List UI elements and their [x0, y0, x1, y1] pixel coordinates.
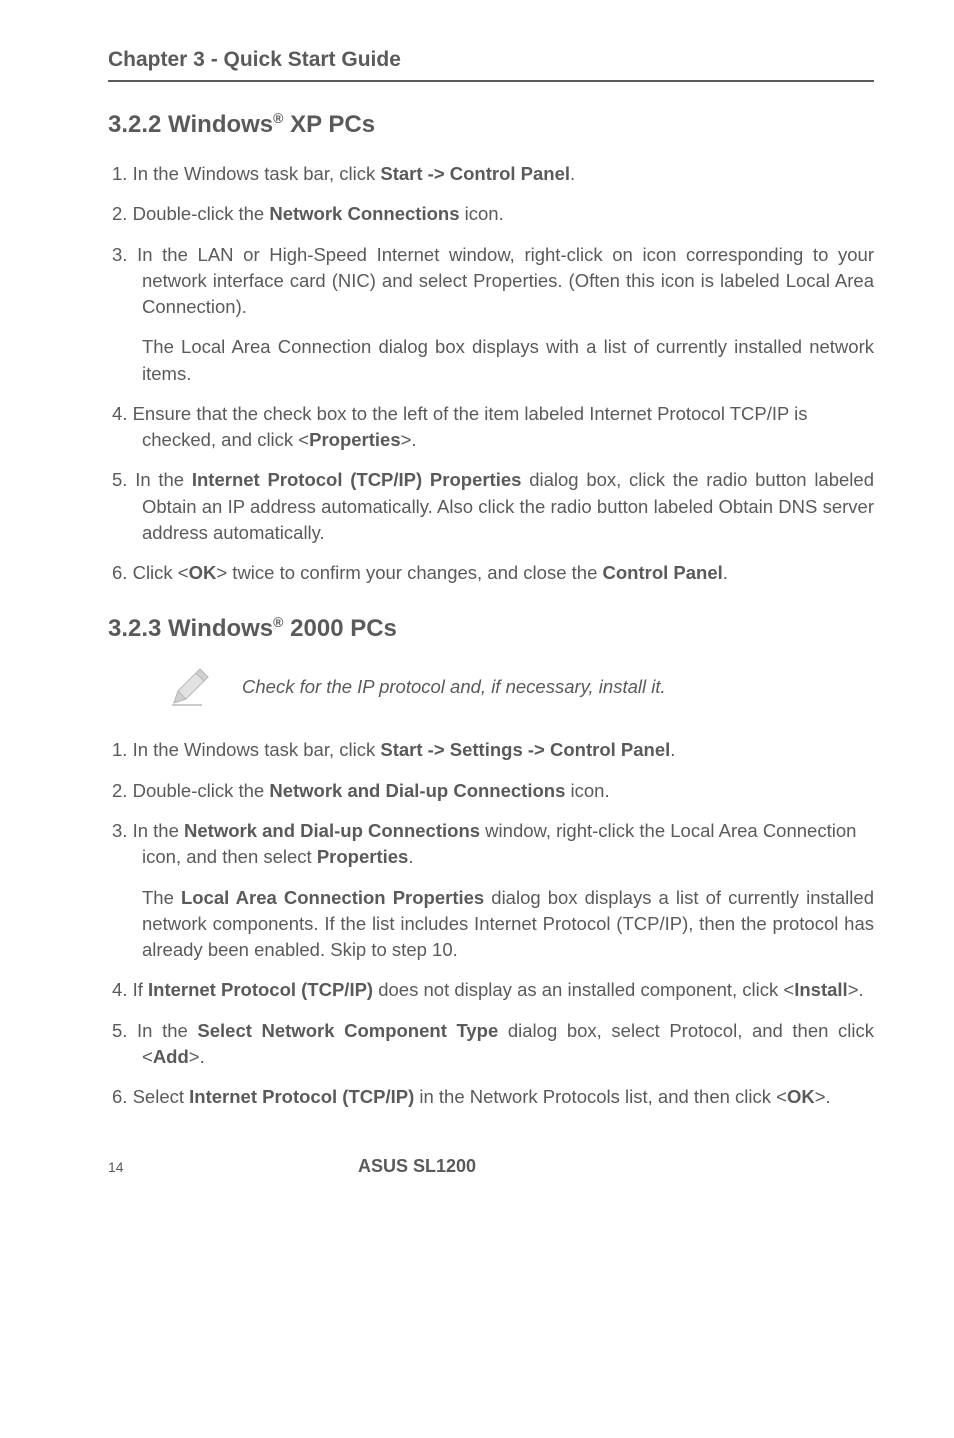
list-item: 3. In the LAN or High-Speed Internet win…: [112, 242, 874, 321]
list-item: 2. Double-click the Network and Dial-up …: [112, 778, 874, 804]
registered-mark: ®: [273, 110, 283, 126]
paragraph: The Local Area Connection Properties dia…: [142, 885, 874, 964]
heading-text: 2000 PCs: [283, 615, 396, 642]
heading-text: 3.2.3 Windows: [108, 615, 273, 642]
note-callout: Check for the IP protocol and, if necess…: [168, 665, 874, 709]
paragraph: The Local Area Connection dialog box dis…: [142, 334, 874, 387]
list-item: 1. In the Windows task bar, click Start …: [112, 737, 874, 763]
list-item: 6. Click <OK> twice to confirm your chan…: [112, 560, 874, 586]
list-item: 4. Ensure that the check box to the left…: [112, 401, 874, 454]
list-item: 6. Select Internet Protocol (TCP/IP) in …: [112, 1084, 874, 1110]
pencil-icon: [168, 665, 212, 709]
chapter-title: Chapter 3 - Quick Start Guide: [108, 48, 874, 72]
section-heading-2000: 3.2.3 Windows® 2000 PCs: [108, 614, 874, 643]
list-item: 5. In the Internet Protocol (TCP/IP) Pro…: [112, 467, 874, 546]
list-item: 3. In the Network and Dial-up Connection…: [112, 818, 874, 871]
section-heading-xp: 3.2.2 Windows® XP PCs: [108, 110, 874, 139]
page-number: 14: [108, 1159, 358, 1175]
header-rule: [108, 80, 874, 82]
list-item: 5. In the Select Network Component Type …: [112, 1018, 874, 1071]
list-item: 1. In the Windows task bar, click Start …: [112, 161, 874, 187]
footer-title: ASUS SL1200: [358, 1156, 476, 1177]
registered-mark: ®: [273, 614, 283, 630]
list-item: 2. Double-click the Network Connections …: [112, 201, 874, 227]
page-footer: 14 ASUS SL1200: [108, 1156, 874, 1177]
list-item: 4. If Internet Protocol (TCP/IP) does no…: [112, 977, 874, 1003]
heading-text: XP PCs: [283, 111, 375, 138]
note-text: Check for the IP protocol and, if necess…: [242, 676, 666, 698]
heading-text: 3.2.2 Windows: [108, 111, 273, 138]
